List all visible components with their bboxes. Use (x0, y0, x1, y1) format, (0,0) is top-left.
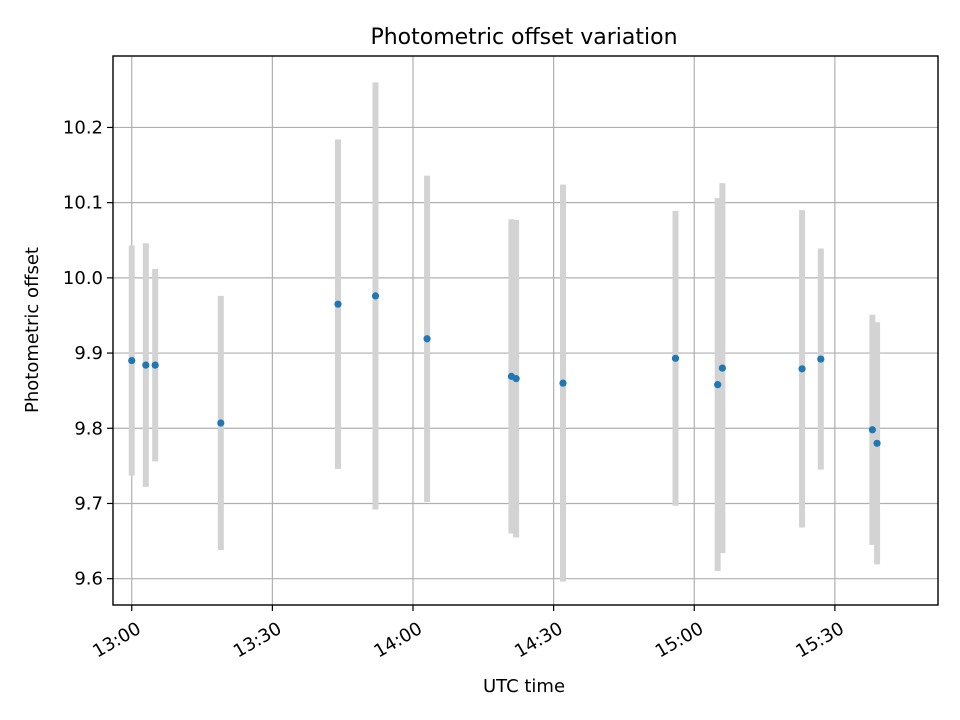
x-tick-label: 14:00 (370, 618, 425, 662)
data-point (714, 381, 722, 389)
x-tick-label: 15:00 (652, 618, 707, 662)
x-tick-label: 14:30 (511, 618, 566, 662)
data-point (559, 379, 567, 387)
data-point (512, 375, 520, 383)
grid (113, 56, 938, 605)
data-points (128, 292, 881, 447)
data-point (371, 292, 380, 300)
data-point (873, 439, 881, 447)
data-point (671, 354, 680, 362)
data-point (798, 365, 806, 373)
y-axis-label: Photometric offset (22, 247, 43, 413)
y-tick-label: 10.2 (63, 117, 103, 138)
x-tick-label: 13:30 (230, 618, 285, 662)
y-tick-label: 9.6 (74, 569, 103, 590)
data-point (334, 300, 342, 308)
y-tick-label: 10.0 (63, 268, 103, 289)
x-axis-label: UTC time (483, 676, 565, 697)
y-tick-label: 9.7 (74, 493, 103, 514)
plot-frame (112, 55, 939, 606)
data-point (868, 426, 876, 434)
y-tick-label: 9.9 (74, 343, 103, 364)
x-tick-label: 15:30 (792, 618, 847, 662)
data-point (423, 335, 431, 343)
data-point (217, 419, 225, 427)
data-point (128, 356, 136, 365)
x-tick-label: 13:00 (89, 618, 144, 662)
chart-title: Photometric offset variation (370, 25, 677, 50)
y-tick-label: 9.8 (74, 418, 103, 439)
ticks: 13:00 13:30 14:00 14:30 15:00 15:30 9.6 9.7 9.8 9… (63, 117, 848, 662)
data-point (817, 355, 825, 363)
data-point (718, 364, 726, 372)
error-bars (128, 82, 881, 582)
data-point (151, 361, 159, 369)
data-point (142, 361, 150, 369)
y-tick-label: 10.1 (63, 193, 103, 214)
